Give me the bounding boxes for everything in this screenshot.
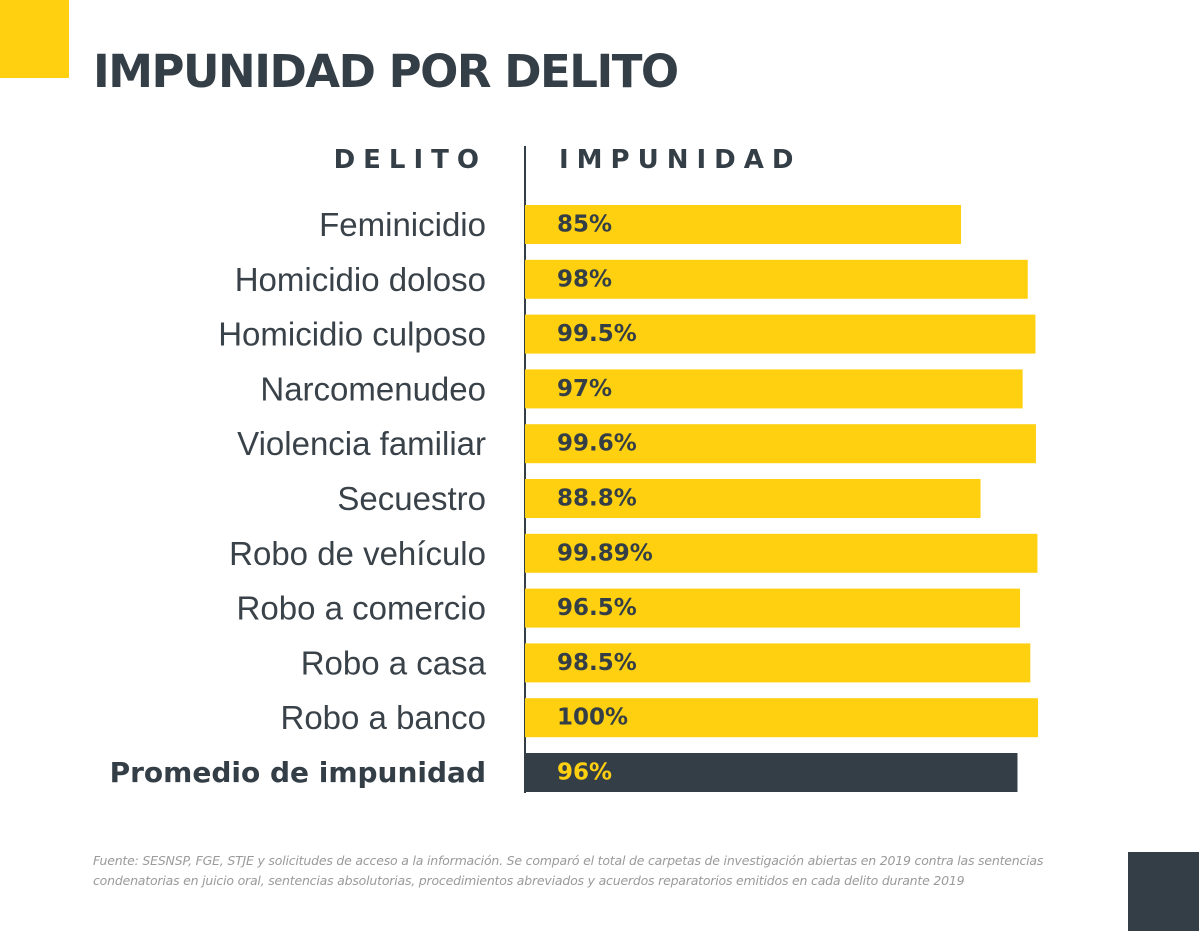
bar (525, 259, 1028, 299)
category-label: Homicidio culposo (218, 316, 486, 353)
value-column-header: IMPUNIDAD (559, 145, 802, 175)
axis-line (524, 146, 526, 793)
yellow-corner-block (0, 0, 69, 78)
bar-value-label: 98.5% (557, 650, 637, 676)
bar-value-label: 99.6% (557, 431, 637, 457)
bar (525, 588, 1021, 628)
category-label: Robo de vehículo (229, 535, 486, 572)
category-label: Narcomenudeo (260, 370, 486, 407)
source-footnote: Fuente: SESNSP, FGE, STJE y solicitudes … (93, 853, 1044, 888)
bar-value-label: 97% (557, 376, 612, 402)
bar (525, 314, 1036, 354)
bar-value-label: 96% (557, 760, 612, 786)
bar-value-label: 85% (557, 212, 612, 238)
category-label: Secuestro (337, 480, 486, 517)
bar (525, 643, 1031, 683)
category-column-header: DELITO (333, 145, 487, 175)
bar-value-label: 96.5% (557, 595, 637, 621)
category-label: Violencia familiar (237, 425, 486, 462)
category-label: Robo a casa (301, 644, 487, 681)
category-label: Feminicidio (319, 206, 486, 243)
bar-value-label: 100% (557, 705, 628, 731)
bar (525, 369, 1023, 409)
bar (525, 698, 1038, 738)
bar (525, 424, 1036, 464)
bar (525, 205, 962, 244)
bar (525, 479, 981, 518)
category-label: Robo a banco (281, 699, 487, 736)
bar (525, 533, 1038, 573)
bar (525, 753, 1018, 792)
bar-value-label: 88.8% (557, 486, 637, 512)
bar-value-label: 98% (557, 266, 612, 292)
category-label: Homicidio doloso (235, 261, 486, 298)
bar-value-label: 99.5% (557, 321, 637, 347)
category-label: Promedio de impunidad (110, 756, 486, 789)
category-label: Robo a comercio (237, 590, 486, 627)
chart-title: IMPUNIDAD POR DELITO (93, 45, 679, 98)
bar-value-label: 99.89% (557, 540, 653, 566)
dark-corner-block (1128, 852, 1199, 931)
